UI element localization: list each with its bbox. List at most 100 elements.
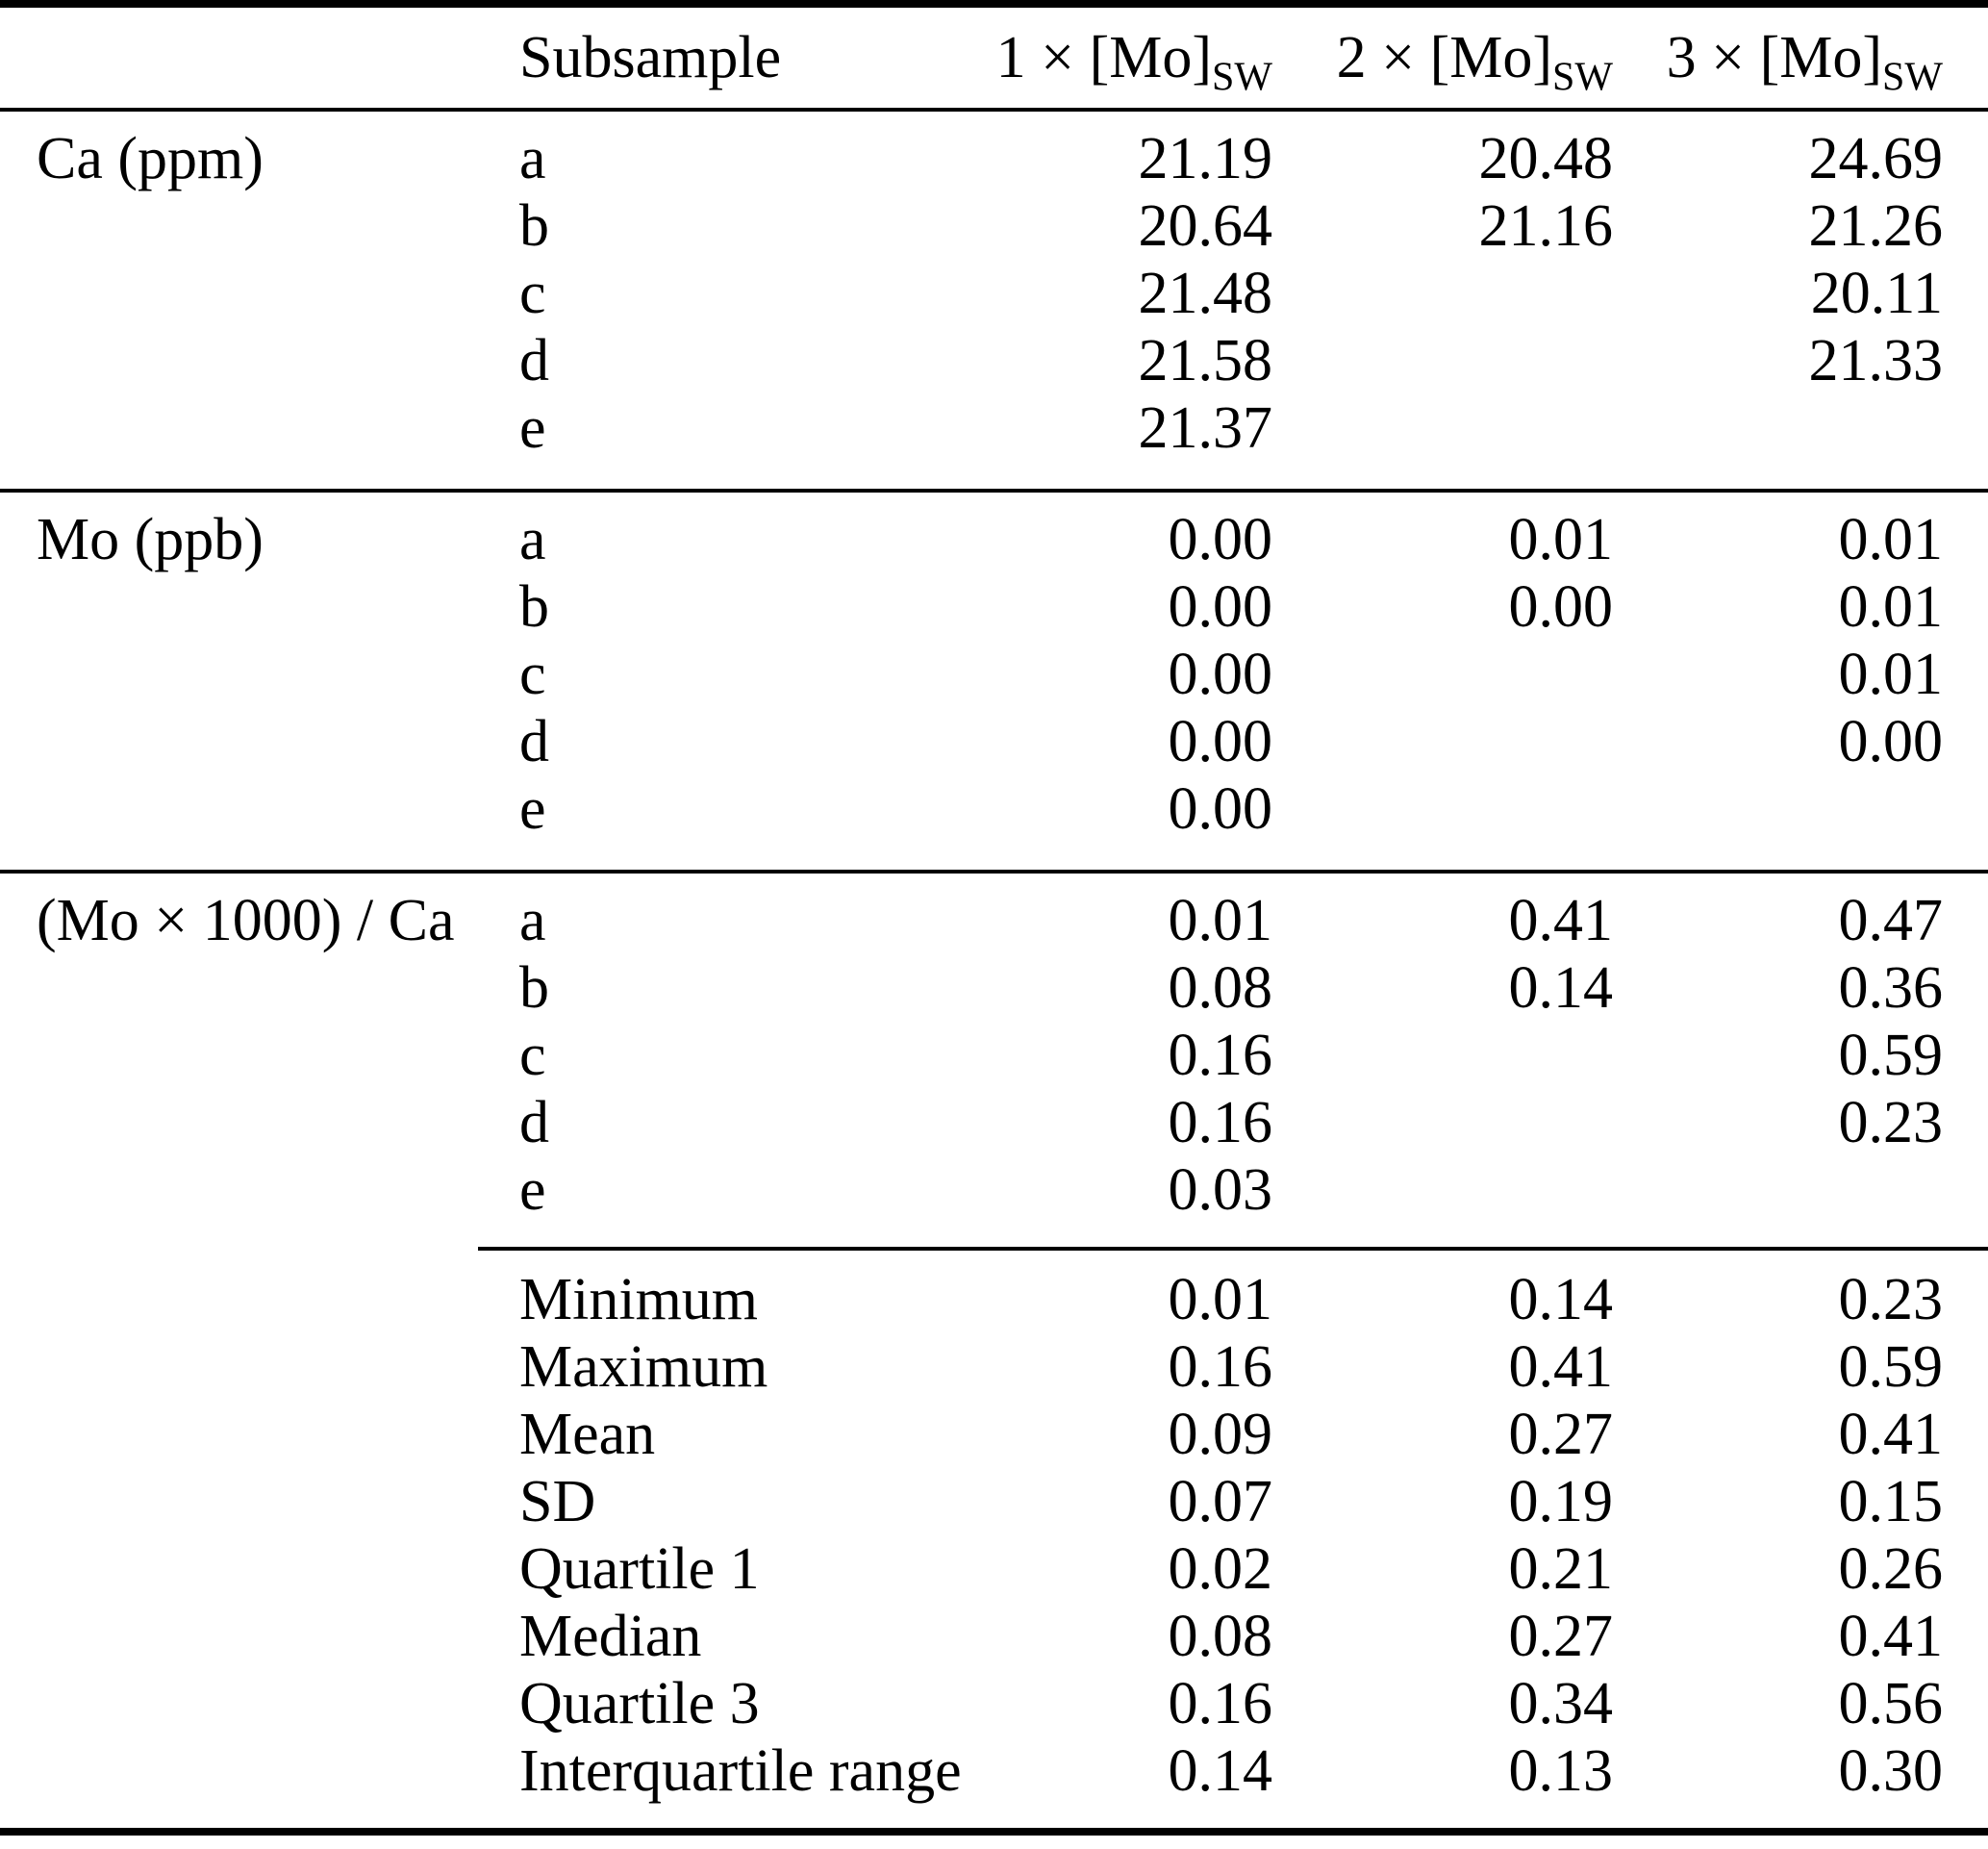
value-cell: 21.19 xyxy=(1138,126,1273,191)
value-cell: 0.03 xyxy=(1168,1157,1273,1223)
value-cell: 20.64 xyxy=(1138,193,1273,259)
value-cell xyxy=(1613,775,1988,872)
value-cell: 0.14 xyxy=(1168,1738,1273,1804)
value-cell: 0.27 xyxy=(1508,1402,1614,1467)
value-cell: 0.30 xyxy=(1838,1738,1944,1804)
value-cell: 20.11 xyxy=(1810,261,1943,326)
table-row: Quartile 3 0.16 0.34 0.56 xyxy=(0,1670,1988,1737)
subsample-label: a xyxy=(478,489,920,573)
group-label-spacer xyxy=(0,1156,478,1249)
table-row: b 20.64 21.16 21.26 xyxy=(0,192,1988,260)
value-cell: 0.36 xyxy=(1838,955,1944,1021)
value-cell: 0.16 xyxy=(1168,1671,1273,1736)
value-cell: 0.00 xyxy=(1168,709,1273,774)
table-row: b 0.00 0.00 0.01 xyxy=(0,573,1988,641)
group-label-spacer xyxy=(0,1535,478,1603)
table-row: b 0.08 0.14 0.36 xyxy=(0,954,1988,1022)
subsample-label: e xyxy=(519,1157,546,1223)
value-cell: 0.23 xyxy=(1838,1090,1944,1155)
value-cell: 20.48 xyxy=(1478,126,1614,191)
value-cell: 0.14 xyxy=(1272,1247,1613,1333)
value-cell: 0.07 xyxy=(1168,1469,1273,1534)
header-empty xyxy=(0,4,478,112)
group-label-spacer xyxy=(0,954,478,1022)
group-label-spacer xyxy=(0,1603,478,1670)
group-label-mo-ppb: Mo (ppb) xyxy=(0,489,478,573)
value-cell xyxy=(1272,394,1613,491)
subsample-label: d xyxy=(519,709,549,774)
value-cell: 0.15 xyxy=(1838,1469,1944,1534)
header-1x-mo-sw-subscript: SW xyxy=(1212,54,1272,99)
value-cell: 0.14 xyxy=(1508,955,1614,1021)
value-cell: 0.00 xyxy=(920,489,1272,573)
value-cell xyxy=(1613,394,1988,491)
group-label-spacer xyxy=(0,1249,478,1333)
header-2x-mo-sw-subscript: SW xyxy=(1552,54,1613,99)
value-cell: 0.00 xyxy=(1168,574,1273,640)
subsample-label: e xyxy=(519,395,546,461)
stat-label: Maximum xyxy=(519,1334,768,1400)
header-row: Subsample 1 × [Mo]SW 2 × [Mo]SW 3 × [Mo]… xyxy=(0,4,1988,112)
table-row: Quartile 1 0.02 0.21 0.26 xyxy=(0,1535,1988,1603)
subsample-label: e xyxy=(519,776,546,842)
value-cell: 0.47 xyxy=(1613,870,1988,954)
value-cell: 0.26 xyxy=(1838,1536,1944,1602)
value-cell: 0.01 xyxy=(1838,574,1944,640)
value-cell: 0.23 xyxy=(1613,1247,1988,1333)
table-row: Interquartile range 0.14 0.13 0.30 xyxy=(0,1737,1988,1832)
value-cell: 0.59 xyxy=(1838,1023,1944,1088)
value-cell: 0.41 xyxy=(1272,870,1613,954)
subsample-label: b xyxy=(519,193,549,259)
group-label-spacer xyxy=(0,327,478,394)
subsample-label: b xyxy=(519,955,549,1021)
value-cell xyxy=(1272,1089,1613,1156)
header-3x-mo-sw-base: 3 × [Mo] xyxy=(1666,24,1882,90)
value-cell: 0.00 xyxy=(1508,574,1614,640)
value-cell: 0.01 xyxy=(1838,642,1944,707)
subsample-label: a xyxy=(519,126,546,191)
group-label-spacer xyxy=(0,1670,478,1737)
value-cell: 0.01 xyxy=(1272,489,1613,573)
table-row: d 21.58 21.33 xyxy=(0,327,1988,394)
value-cell xyxy=(1613,1156,1988,1249)
value-cell: 0.00 xyxy=(1168,776,1273,842)
stat-label: Quartile 3 xyxy=(519,1671,760,1736)
table-row: e 0.03 xyxy=(0,1156,1988,1249)
value-cell xyxy=(1272,708,1613,775)
group-label-spacer xyxy=(0,1468,478,1535)
stat-label: Quartile 1 xyxy=(519,1536,760,1602)
value-cell: 0.59 xyxy=(1838,1334,1944,1400)
table-row: Mo (ppb) a 0.00 0.01 0.01 xyxy=(0,489,1988,573)
header-subsample: Subsample xyxy=(478,4,920,112)
table-row: Mean 0.09 0.27 0.41 xyxy=(0,1401,1988,1468)
header-2x-mo-sw-base: 2 × [Mo] xyxy=(1336,24,1552,90)
value-cell: 0.13 xyxy=(1508,1738,1614,1804)
header-1x-mo-sw-base: 1 × [Mo] xyxy=(995,24,1212,90)
group-label-spacer xyxy=(0,573,478,641)
stat-label: Minimum xyxy=(478,1247,920,1333)
value-cell: 0.08 xyxy=(1168,1604,1273,1669)
value-cell: 21.26 xyxy=(1808,193,1944,259)
group-label-spacer xyxy=(0,192,478,260)
value-cell: 0.00 xyxy=(1168,642,1273,707)
value-cell xyxy=(1272,641,1613,708)
header-1x-mo-sw: 1 × [Mo]SW xyxy=(920,4,1272,112)
value-cell: 0.27 xyxy=(1508,1604,1614,1669)
stat-label: Median xyxy=(519,1604,702,1669)
value-cell: 21.48 xyxy=(1138,261,1273,326)
table-row: c 0.16 0.59 xyxy=(0,1022,1988,1089)
table-row: d 0.16 0.23 xyxy=(0,1089,1988,1156)
group-label-mo-ca-ratio: (Mo × 1000) / Ca xyxy=(0,870,478,954)
stat-label: Interquartile range xyxy=(519,1738,962,1804)
table-row: Median 0.08 0.27 0.41 xyxy=(0,1603,1988,1670)
header-2x-mo-sw: 2 × [Mo]SW xyxy=(1272,4,1613,112)
group-label-ca-ppm: Ca (ppm) xyxy=(37,126,264,191)
group-label-spacer xyxy=(0,708,478,775)
group-label-spacer xyxy=(0,394,478,491)
subsample-label: d xyxy=(519,328,549,393)
group-label-spacer xyxy=(0,1089,478,1156)
subsample-label: b xyxy=(519,574,549,640)
table-row: Minimum 0.01 0.14 0.23 xyxy=(0,1247,1988,1333)
group-label-spacer xyxy=(0,260,478,327)
value-cell xyxy=(1272,260,1613,327)
